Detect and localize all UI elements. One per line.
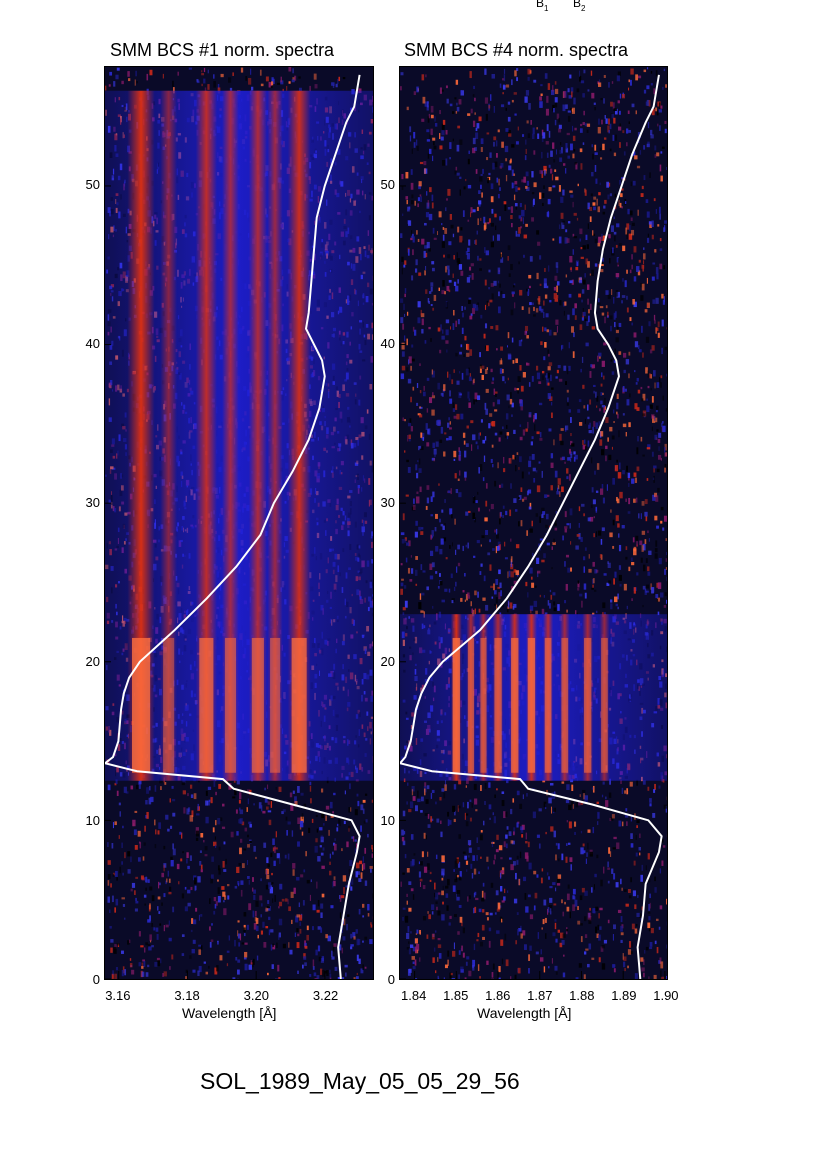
header-label-subscript: 2 <box>581 4 586 13</box>
x-tick-label: 3.22 <box>312 988 339 1003</box>
spectrum-plot-left <box>104 66 374 980</box>
spectrum-plot-right <box>399 66 668 980</box>
x-axis-label-right: Wavelength [Å] <box>477 1005 572 1021</box>
y-tick-label: 20 <box>85 654 100 670</box>
x-tick-label: 3.16 <box>105 988 131 1003</box>
x-tick-label: 1.84 <box>401 988 427 1003</box>
x-tick-label: 1.87 <box>527 988 553 1003</box>
emission-line <box>543 614 554 781</box>
event-identifier: SOL_1989_May_05_05_29_56 <box>200 1068 520 1094</box>
x-tick-label: 3.20 <box>243 988 269 1003</box>
emission-line <box>195 90 217 781</box>
emission-line <box>559 614 570 781</box>
emission-line <box>127 90 155 781</box>
y-tick-label: 20 <box>380 654 395 670</box>
spectrum-heatmap-right <box>400 67 667 979</box>
y-tick-label: 50 <box>380 177 395 193</box>
emission-line <box>450 614 462 781</box>
emission-line <box>492 614 504 781</box>
x-tick-label: 1.86 <box>485 988 511 1003</box>
header-label-subscript: 1 <box>544 4 549 13</box>
y-tick-label: 30 <box>85 495 100 511</box>
emission-line <box>525 614 537 781</box>
y-tick-label: 30 <box>380 495 395 511</box>
x-tick-label: 1.89 <box>611 988 637 1003</box>
y-tick-label: 50 <box>85 177 100 193</box>
emission-line <box>599 614 610 781</box>
y-tick-label: 40 <box>380 336 395 352</box>
emission-line <box>222 90 239 781</box>
y-tick-label: 10 <box>85 813 100 829</box>
header-label-b2: B2 <box>573 0 586 13</box>
emission-line <box>287 90 311 781</box>
spectrum-heatmap-left <box>105 67 373 979</box>
intensity-curve <box>400 74 663 979</box>
chart-title-right: SMM BCS #4 norm. spectra <box>404 40 629 60</box>
x-tick-label: 3.18 <box>174 988 200 1003</box>
emission-line <box>248 90 267 781</box>
chart-title-left: SMM BCS #1 norm. spectra <box>110 40 335 60</box>
intensity-curve <box>105 74 361 979</box>
header-label-letter: B <box>536 0 545 10</box>
emission-line <box>160 90 177 781</box>
x-tick-label: 1.85 <box>443 988 469 1003</box>
emission-line <box>509 614 521 781</box>
emission-line <box>466 614 476 781</box>
header-label-b1: B1 <box>536 0 549 13</box>
header-label-letter: B <box>573 0 582 10</box>
x-tick-label: 1.90 <box>653 988 679 1003</box>
y-tick-label: 10 <box>380 813 395 829</box>
y-tick-label: 0 <box>92 972 100 987</box>
emission-line <box>267 90 283 781</box>
y-tick-label: 40 <box>85 336 100 352</box>
y-tick-label: 0 <box>387 972 395 987</box>
x-axis-label-left: Wavelength [Å] <box>182 1005 277 1021</box>
emission-line <box>478 614 488 781</box>
x-tick-label: 1.88 <box>569 988 595 1003</box>
emission-line <box>582 614 594 781</box>
